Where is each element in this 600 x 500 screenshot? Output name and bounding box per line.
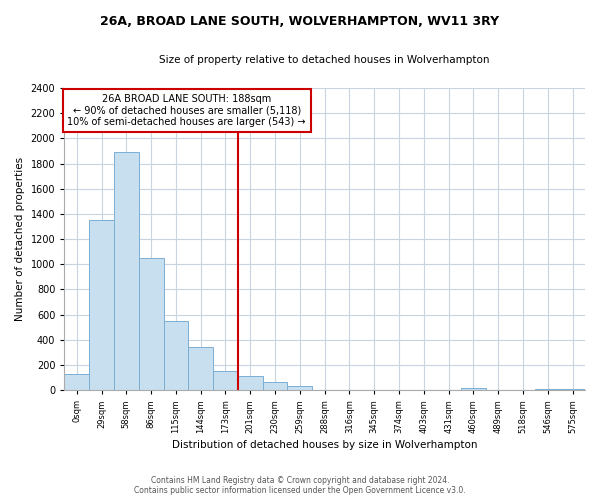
Bar bbox=[188, 348, 213, 390]
Bar bbox=[263, 382, 287, 390]
Bar bbox=[164, 321, 188, 390]
Bar bbox=[535, 389, 560, 390]
Bar bbox=[461, 388, 486, 390]
Bar bbox=[139, 258, 164, 390]
Y-axis label: Number of detached properties: Number of detached properties bbox=[15, 157, 25, 321]
Text: 26A BROAD LANE SOUTH: 188sqm
← 90% of detached houses are smaller (5,118)
10% of: 26A BROAD LANE SOUTH: 188sqm ← 90% of de… bbox=[67, 94, 306, 127]
Bar bbox=[238, 376, 263, 390]
Text: 26A, BROAD LANE SOUTH, WOLVERHAMPTON, WV11 3RY: 26A, BROAD LANE SOUTH, WOLVERHAMPTON, WV… bbox=[100, 15, 500, 28]
Bar bbox=[287, 386, 312, 390]
Bar bbox=[64, 374, 89, 390]
X-axis label: Distribution of detached houses by size in Wolverhampton: Distribution of detached houses by size … bbox=[172, 440, 478, 450]
Title: Size of property relative to detached houses in Wolverhampton: Size of property relative to detached ho… bbox=[160, 55, 490, 65]
Bar bbox=[213, 370, 238, 390]
Bar bbox=[89, 220, 114, 390]
Bar bbox=[560, 389, 585, 390]
Bar bbox=[114, 152, 139, 390]
Text: Contains HM Land Registry data © Crown copyright and database right 2024.
Contai: Contains HM Land Registry data © Crown c… bbox=[134, 476, 466, 495]
